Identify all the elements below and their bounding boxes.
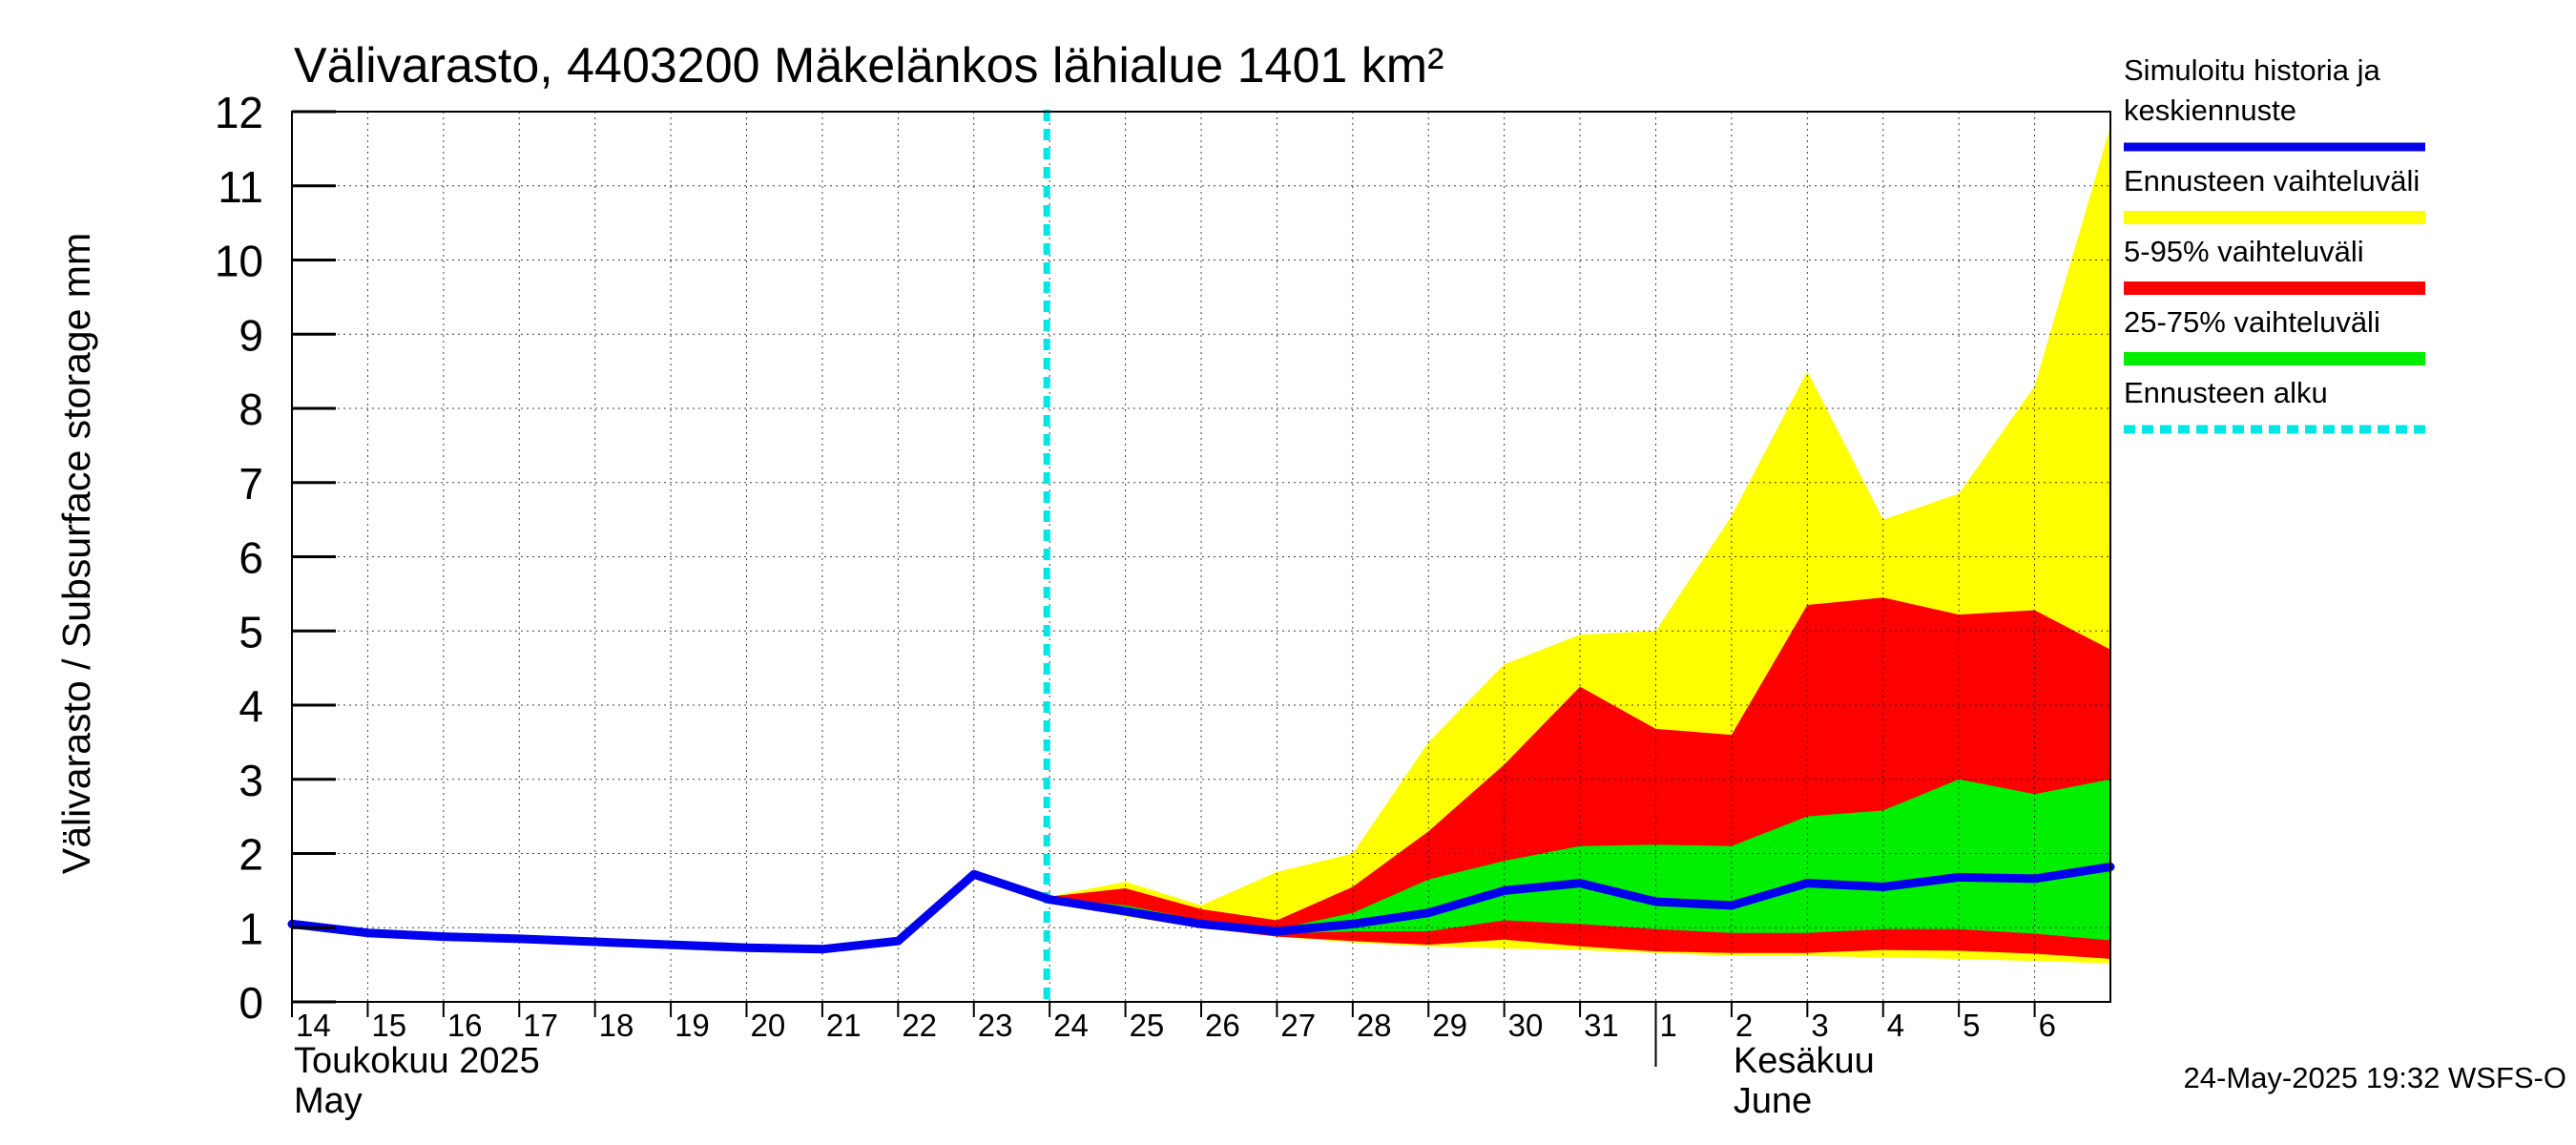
y-tick-label: 8: [239, 385, 263, 434]
legend-label: keskiennuste: [2124, 94, 2296, 127]
y-tick-label: 2: [239, 830, 263, 880]
y-tick-label: 4: [239, 681, 263, 731]
legend-label: 25-75% vaihteluväli: [2124, 305, 2380, 339]
y-tick-label: 3: [239, 756, 263, 805]
x-tick-label: 22: [902, 1008, 937, 1043]
x-tick-label: 4: [1887, 1008, 1904, 1043]
month-label-en: May: [294, 1081, 363, 1121]
x-tick-label: 26: [1205, 1008, 1240, 1043]
x-tick-label: 19: [675, 1008, 710, 1043]
median-forecast-line: [1045, 863, 2115, 936]
x-tick-label: 16: [447, 1008, 483, 1043]
x-tick-label: 23: [978, 1008, 1013, 1043]
x-tick-label: 21: [826, 1008, 862, 1043]
x-tick-label: 25: [1130, 1008, 1165, 1043]
series-lines: [287, 110, 2115, 1004]
y-tick-label: 10: [215, 237, 263, 286]
history-line: [287, 869, 1054, 954]
x-tick-label: 18: [599, 1008, 634, 1043]
footer-timestamp: 24-May-2025 19:32 WSFS-O: [2184, 1061, 2566, 1094]
y-tick-label: 0: [239, 978, 263, 1028]
y-tick-label: 6: [239, 533, 263, 583]
month-label: Kesäkuu: [1734, 1041, 1875, 1081]
x-tick-label: 14: [296, 1008, 331, 1043]
y-tick-label: 9: [239, 310, 263, 360]
forecast-bands: [1049, 126, 2110, 964]
x-tick-label: 30: [1508, 1008, 1544, 1043]
month-label-en: June: [1734, 1081, 1812, 1121]
x-tick-label: 20: [751, 1008, 786, 1043]
x-tick-label: 6: [2039, 1008, 2056, 1043]
x-tick-label: 2: [1735, 1008, 1753, 1043]
y-tick-label: 11: [218, 162, 263, 212]
y-tick-label: 7: [239, 459, 263, 509]
x-tick-label: 5: [1963, 1008, 1980, 1043]
y-tick-label: 12: [215, 88, 263, 137]
chart-title: Välivarasto, 4403200 Mäkelänkos lähialue…: [294, 38, 1444, 94]
x-tick-label: 1: [1660, 1008, 1677, 1043]
x-tick-label: 29: [1432, 1008, 1467, 1043]
legend-label: Ennusteen vaihteluväli: [2124, 164, 2420, 198]
x-tick-label: 17: [523, 1008, 558, 1043]
month-label: Toukokuu 2025: [294, 1041, 540, 1081]
x-tick-label: 15: [371, 1008, 406, 1043]
x-tick-label: 31: [1584, 1008, 1619, 1043]
y-axis-label: Välivarasto / Subsurface storage mm: [54, 233, 98, 874]
y-tick-label: 5: [239, 607, 263, 656]
x-tick-label: 28: [1357, 1008, 1392, 1043]
x-tick-label: 24: [1053, 1008, 1089, 1043]
legend-label: Simuloitu historia ja: [2124, 53, 2381, 87]
y-tick-label: 1: [239, 904, 263, 953]
x-tick-label: 27: [1280, 1008, 1316, 1043]
legend: Simuloitu historia ja keskiennuste Ennuste…: [2124, 53, 2425, 434]
legend-label: Ennusteen alku: [2124, 376, 2328, 409]
legend-label: 5-95% vaihteluväli: [2124, 235, 2364, 268]
band-25-75: [1049, 779, 2110, 941]
x-tick-label: 3: [1811, 1008, 1828, 1043]
